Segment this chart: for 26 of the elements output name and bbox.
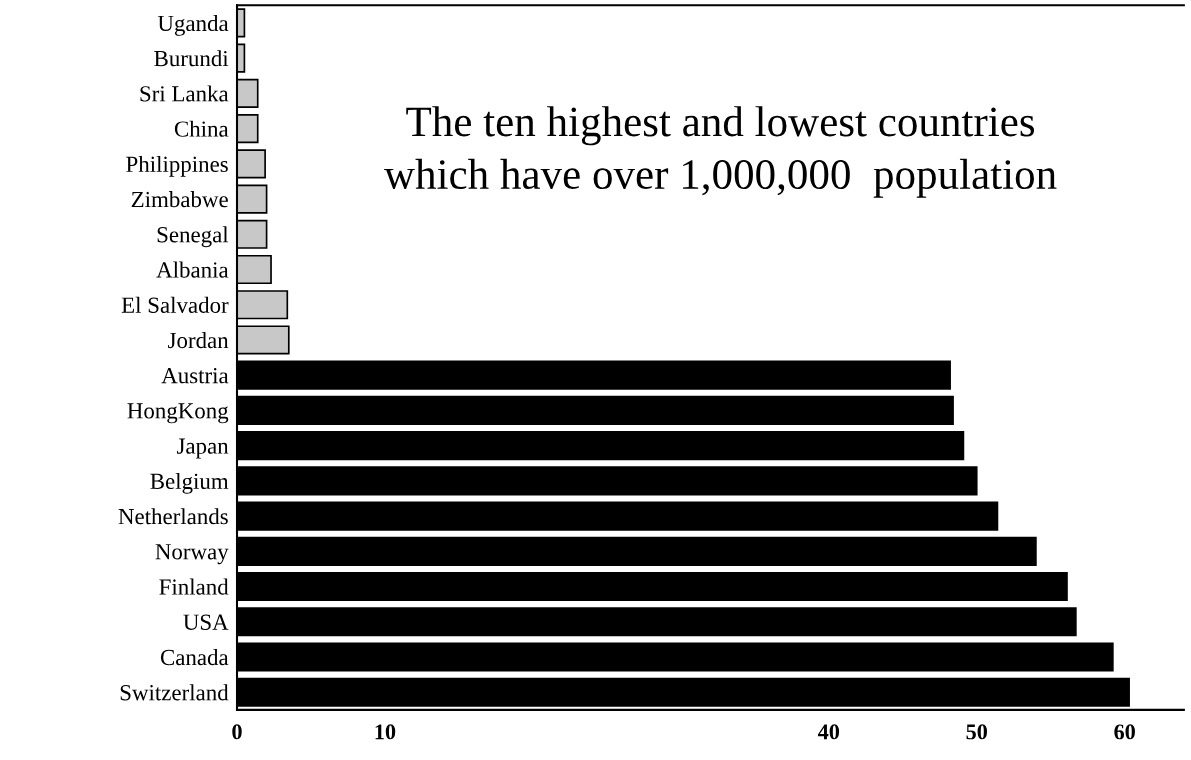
y-tick-label: Austria	[161, 367, 229, 384]
y-tick-label: Norway	[155, 544, 229, 565]
y-tick-label: Philippines	[126, 155, 228, 177]
x-tick-label: 0	[232, 724, 242, 740]
text: The ten highest and lowest countries which have over 1,000,000 population	[383, 106, 1057, 198]
y-tick-label: USA	[183, 614, 229, 630]
y-tick-label: Sri Lanka	[140, 85, 229, 102]
y-tick-label: Senegal	[157, 226, 229, 248]
y-tick-label: Uganda	[157, 14, 229, 36]
y-tick-label: Belgium	[150, 472, 229, 494]
x-tick-label: 10	[375, 724, 396, 740]
x-tick-label: 60	[1114, 724, 1135, 740]
y-tick-label: Switzerland	[120, 684, 229, 701]
y-tick-label: Netherlands	[118, 508, 228, 525]
y-tick-label: Canada	[160, 649, 229, 666]
y-tick-label: Japan	[176, 438, 229, 459]
y-tick-label: Burundi	[154, 50, 229, 67]
y-tick-label: Jordan	[168, 332, 229, 349]
y-tick-label: Albania	[156, 261, 229, 278]
y-tick-label: HongKong	[127, 403, 229, 424]
x-tick-label: 50	[966, 724, 987, 740]
x-tick-label: 40	[817, 724, 840, 740]
y-tick-label: El Salvador	[121, 296, 229, 313]
y-tick-label: Zimbabwe	[131, 191, 228, 208]
y-tick-label: China	[174, 120, 229, 137]
y-tick-label: Finland	[159, 578, 229, 595]
